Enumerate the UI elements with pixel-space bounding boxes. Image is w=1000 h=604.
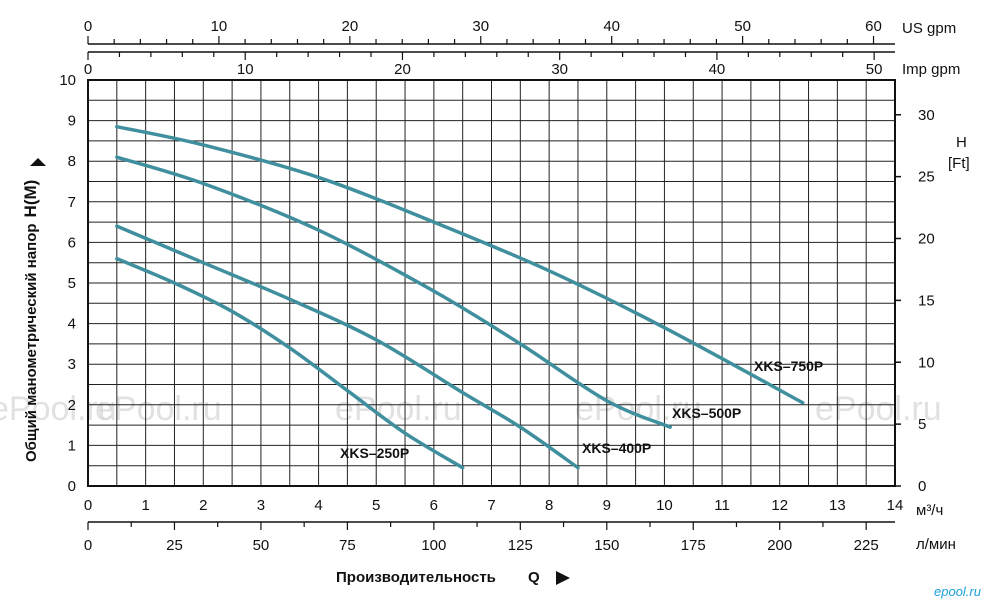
x-usgpm-tick-label: 0 — [84, 18, 92, 35]
x-usgpm-tick-label: 10 — [211, 18, 228, 35]
y-left-tick-label: 4 — [68, 316, 76, 333]
x-impgpm-tick-label: 30 — [551, 61, 568, 78]
x-m3h-tick-label: 4 — [314, 497, 322, 514]
x-usgpm-tick-label: 50 — [734, 18, 751, 35]
x-m3h-tick-label: 6 — [430, 497, 438, 514]
x-lmin-tick-label: 200 — [767, 537, 792, 554]
right-axis-unit-h: H — [956, 134, 967, 151]
x-m3h-tick-label: 8 — [545, 497, 553, 514]
x-usgpm-tick-label: 40 — [603, 18, 620, 35]
series-label-xks-750p: XKS–750P — [754, 358, 823, 374]
y-left-tick-label: 6 — [68, 234, 76, 251]
y-right-tick-label: 30 — [918, 107, 935, 124]
x-axis-arrow-icon — [556, 571, 570, 585]
chart-grid — [87, 79, 896, 487]
y-left-tick-label: 1 — [68, 437, 76, 454]
y-left-tick-label: 5 — [68, 275, 76, 292]
series-label-xks-250p: XKS–250P — [340, 445, 409, 461]
y-right-tick-label: 20 — [918, 231, 935, 248]
series-line-xks-250p — [115, 256, 465, 470]
x-impgpm-tick-label: 50 — [866, 61, 883, 78]
y-left-tick-label: 7 — [68, 194, 76, 211]
y-axis-arrow-icon — [30, 158, 46, 166]
x-m3h-tick-label: 10 — [656, 497, 673, 514]
y-right-tick-label: 10 — [918, 354, 935, 371]
y-right-tick-label: 5 — [918, 416, 926, 433]
x-impgpm-tick-label: 10 — [237, 61, 254, 78]
x-axis-symbol: Q — [528, 569, 540, 586]
x-lmin-tick-label: 0 — [84, 537, 92, 554]
impgpm-unit-label: Imp gpm — [902, 61, 960, 78]
x-m3h-tick-label: 7 — [487, 497, 495, 514]
plot-frame — [87, 79, 896, 487]
usgpm-unit-label: US gpm — [902, 20, 956, 37]
m3h-unit-label: м³/ч — [916, 502, 943, 519]
x-m3h-tick-label: 11 — [714, 497, 730, 514]
x-usgpm-tick-label: 60 — [865, 18, 882, 35]
x-lmin-tick-label: 25 — [166, 537, 183, 554]
x-m3h-tick-label: 0 — [84, 497, 92, 514]
series-label-xks-400p: XKS–400P — [582, 440, 651, 456]
x-lmin-tick-label: 50 — [253, 537, 270, 554]
x-m3h-tick-label: 5 — [372, 497, 380, 514]
x-m3h-tick-label: 2 — [199, 497, 207, 514]
watermark-text: ePool.ru — [0, 390, 117, 428]
y-left-tick-label: 10 — [59, 72, 76, 89]
x-m3h-tick-label: 3 — [257, 497, 265, 514]
series-line-xks-400p — [115, 224, 580, 470]
y-left-tick-label: 3 — [68, 356, 76, 373]
x-m3h-tick-label: 1 — [141, 497, 149, 514]
site-logo: epool.ru — [934, 584, 981, 599]
y-right-tick-label: 15 — [918, 292, 935, 309]
y-left-tick-label: 8 — [68, 153, 76, 170]
x-lmin-tick-label: 75 — [339, 537, 356, 554]
x-lmin-tick-label: 100 — [421, 537, 446, 554]
x-axis-title: Производительность — [336, 569, 496, 586]
series-line-xks-500p — [115, 155, 672, 429]
watermark-text: ePool.ru — [95, 390, 222, 428]
x-m3h-tick-label: 12 — [771, 497, 788, 514]
series-label-xks-500p: XKS–500P — [672, 405, 741, 421]
x-lmin-tick-label: 175 — [681, 537, 706, 554]
y-left-tick-label: 9 — [68, 113, 76, 130]
y-right-tick-label: 0 — [918, 478, 926, 495]
y-left-tick-label: 2 — [68, 397, 76, 414]
x-usgpm-tick-label: 20 — [341, 18, 358, 35]
x-m3h-tick-label: 9 — [603, 497, 611, 514]
x-m3h-tick-label: 14 — [887, 497, 904, 514]
y-axis-title: Общий манометрический напорH(M) — [21, 180, 40, 462]
y-right-tick-label: 25 — [918, 169, 935, 186]
x-impgpm-tick-label: 0 — [84, 61, 92, 78]
x-impgpm-tick-label: 40 — [709, 61, 726, 78]
x-lmin-tick-label: 150 — [594, 537, 619, 554]
x-m3h-tick-label: 13 — [829, 497, 846, 514]
watermark-text: ePool.ru — [815, 390, 942, 428]
lmin-unit-label: л/мин — [916, 536, 956, 553]
x-lmin-tick-label: 125 — [508, 537, 533, 554]
x-lmin-tick-label: 225 — [854, 537, 879, 554]
series-line-xks-750p — [115, 124, 805, 405]
y-left-tick-label: 0 — [68, 478, 76, 495]
x-impgpm-tick-label: 20 — [394, 61, 411, 78]
right-axis-unit-ft: [Ft] — [948, 155, 970, 172]
x-usgpm-tick-label: 30 — [472, 18, 489, 35]
series-curves: XKS–250P XKS–400P XKS–500P XKS–750P — [115, 124, 823, 470]
